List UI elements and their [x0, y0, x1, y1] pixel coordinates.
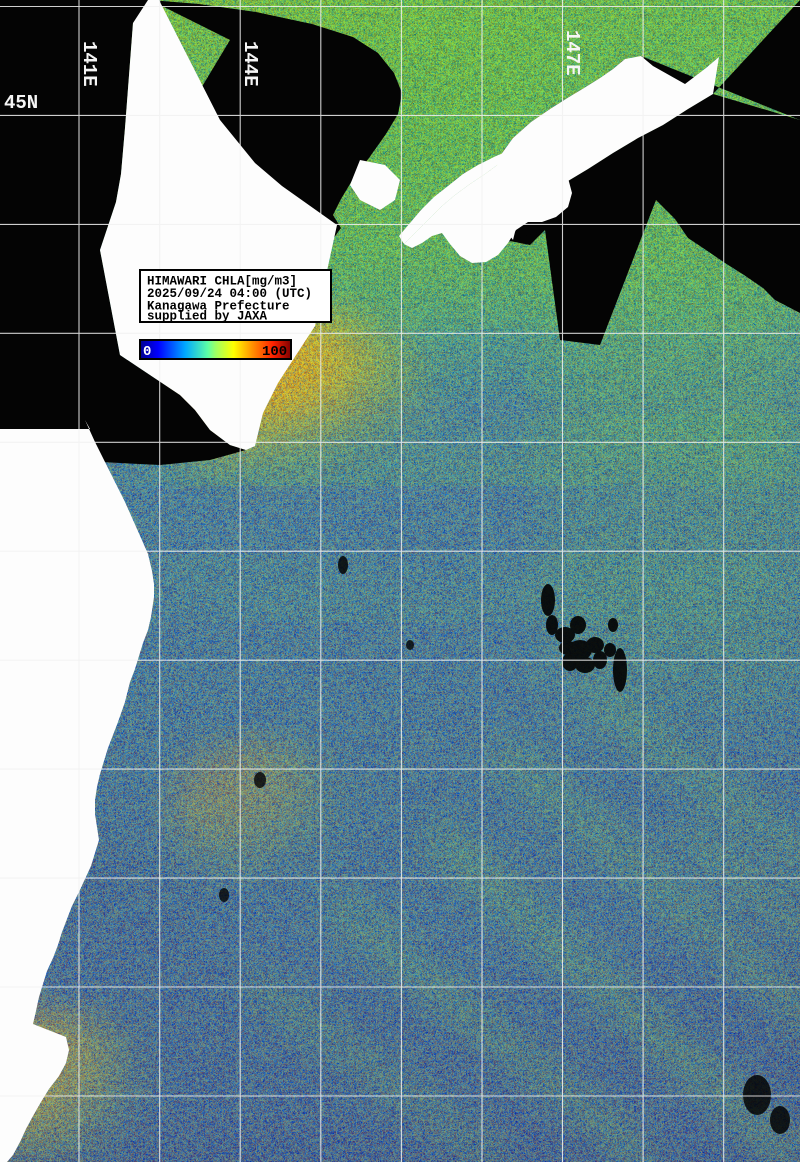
svg-text:141E: 141E: [78, 41, 100, 87]
svg-text:100: 100: [262, 344, 287, 360]
svg-text:45N: 45N: [4, 92, 38, 114]
svg-text:147E: 147E: [561, 30, 583, 76]
svg-text:supplied by JAXA: supplied by JAXA: [147, 310, 268, 324]
svg-text:144E: 144E: [239, 41, 261, 87]
svg-text:0: 0: [143, 344, 151, 360]
